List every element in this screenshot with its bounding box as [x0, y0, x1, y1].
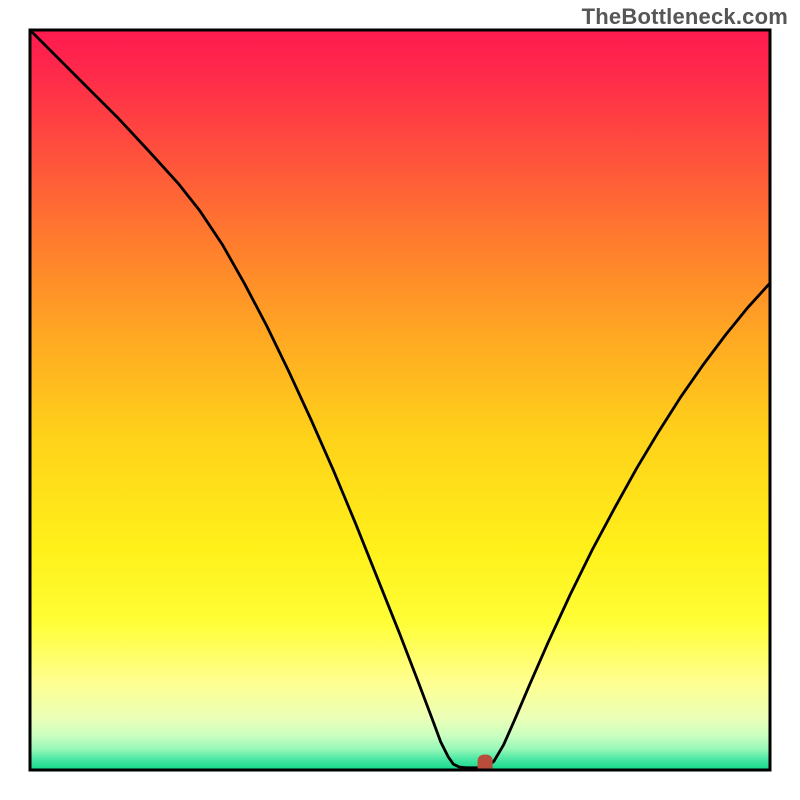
chart-svg — [0, 0, 800, 800]
chart-frame: TheBottleneck.com — [0, 0, 800, 800]
plot-area — [30, 30, 770, 774]
